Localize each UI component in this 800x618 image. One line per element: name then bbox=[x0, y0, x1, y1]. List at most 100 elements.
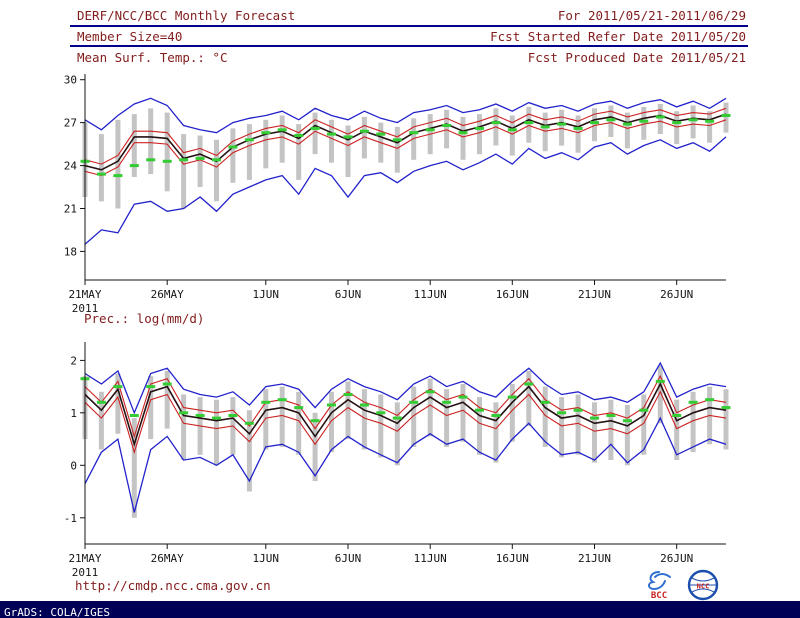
ncc-logo-meridians bbox=[689, 571, 717, 599]
ensemble-spread-bar bbox=[542, 386, 548, 447]
ensemble-spread-bar bbox=[115, 373, 121, 434]
ensemble-spread-bar bbox=[427, 378, 433, 437]
upper-quartile-line bbox=[84, 107, 727, 165]
ensemble-spread-bar bbox=[131, 418, 137, 518]
header-divider-2 bbox=[70, 45, 748, 47]
ensemble-spread-bar bbox=[279, 115, 285, 163]
ensemble-spread-bar bbox=[707, 111, 713, 143]
ensemble-spread-bar bbox=[624, 112, 630, 149]
refer-date-label: Fcst Started Refer Date 2011/05/20 bbox=[490, 29, 746, 44]
ensemble-min-line bbox=[84, 416, 727, 513]
ensemble-spread-bar bbox=[329, 119, 334, 163]
y-tick-label: 30 bbox=[64, 74, 77, 87]
x-tick-label: 11JUN bbox=[414, 552, 447, 565]
ensemble-spread-bar bbox=[214, 139, 219, 202]
ensemble-spread-bar bbox=[361, 116, 367, 159]
member-size-label: Member Size=40 bbox=[77, 29, 183, 44]
ensemble-spread-bar bbox=[296, 124, 302, 180]
ensemble-spread-bar bbox=[624, 405, 630, 466]
ensemble-spread-bar bbox=[394, 126, 400, 173]
ensemble-spread-bar bbox=[690, 105, 696, 139]
ensemble-spread-bar bbox=[460, 116, 466, 160]
ensemble-spread-bar bbox=[148, 376, 154, 440]
ensemble-spread-bar bbox=[493, 402, 499, 463]
ensemble-spread-bar bbox=[592, 108, 597, 142]
x-tick-label: 6JUN bbox=[335, 288, 362, 301]
ensemble-spread-bar bbox=[542, 112, 548, 152]
ensemble-spread-bar bbox=[444, 389, 450, 447]
ensemble-spread-bar bbox=[263, 119, 269, 169]
temperature-chart-title: Mean Surf. Temp.: °C bbox=[77, 50, 228, 65]
ensemble-spread-bar bbox=[345, 381, 351, 440]
x-tick-label: 21JUN bbox=[578, 552, 611, 565]
y-tick-label: -1 bbox=[64, 512, 77, 525]
ensemble-spread-bar bbox=[312, 112, 318, 155]
y-tick-label: 0 bbox=[70, 459, 77, 472]
ensemble-spread-bar bbox=[411, 386, 417, 447]
ensemble-spread-bar bbox=[378, 394, 384, 458]
y-tick-label: 18 bbox=[64, 245, 77, 258]
ensemble-spread-bar bbox=[641, 106, 647, 140]
x-tick-label: 1JUN bbox=[253, 288, 279, 301]
lower-quartile-line bbox=[84, 390, 727, 455]
ensemble-max-line bbox=[84, 97, 727, 134]
ensemble-max-line bbox=[84, 361, 727, 415]
ensemble-spread-bar bbox=[214, 399, 219, 466]
ensemble-spread-bar bbox=[723, 389, 729, 450]
ncc-logo-label: NCC bbox=[697, 583, 710, 591]
ensemble-spread-bar bbox=[444, 109, 450, 149]
x-tick-label: 26JUN bbox=[660, 288, 693, 301]
ensemble-spread-bar bbox=[312, 412, 318, 481]
grads-credit-bar: GrADS: COLA/IGES bbox=[0, 601, 800, 618]
x-tick-label: 1JUN bbox=[253, 552, 279, 565]
ensemble-spread-bar bbox=[526, 106, 532, 143]
ensemble-spread-bar bbox=[131, 114, 137, 177]
ensemble-spread-bar bbox=[723, 102, 729, 133]
ensemble-spread-bar bbox=[559, 397, 565, 458]
ensemble-spread-bar bbox=[690, 391, 696, 453]
ensemble-spread-bar bbox=[263, 389, 269, 450]
ensemble-spread-bar bbox=[279, 386, 285, 447]
ensemble-spread-bar bbox=[592, 402, 597, 463]
y-tick-label: 27 bbox=[64, 117, 77, 130]
x-tick-label: 16JUN bbox=[496, 288, 529, 301]
upper-quartile-line bbox=[84, 374, 727, 439]
ensemble-spread-bar bbox=[509, 115, 515, 156]
bcc-logo-label: BCC bbox=[651, 591, 667, 600]
ensemble-spread-bar bbox=[509, 384, 515, 442]
ensemble-spread-bar bbox=[164, 112, 170, 192]
ensemble-spread-bar bbox=[197, 135, 203, 187]
x-tick-sublabel: 2011 bbox=[72, 566, 99, 579]
page-title: DERF/NCC/BCC Monthly Forecast bbox=[77, 8, 296, 23]
x-tick-label: 6JUN bbox=[335, 552, 362, 565]
ensemble-mean-line bbox=[84, 113, 727, 171]
x-tick-sublabel: 2011 bbox=[72, 302, 99, 315]
header-row-2: Member Size=40 Fcst Started Refer Date 2… bbox=[77, 29, 746, 44]
ensemble-spread-bar bbox=[115, 119, 121, 209]
ensemble-spread-bar bbox=[559, 109, 565, 146]
ensemble-spread-bar bbox=[526, 370, 532, 426]
ensemble-spread-bar bbox=[361, 389, 367, 450]
produced-date-label: Fcst Produced Date 2011/05/21 bbox=[527, 50, 746, 65]
ensemble-spread-bar bbox=[181, 134, 187, 209]
y-tick-label: 21 bbox=[64, 203, 77, 216]
ensemble-spread-bar bbox=[345, 125, 351, 177]
ensemble-min-line bbox=[84, 136, 727, 245]
ensemble-spread-bar bbox=[575, 394, 581, 455]
ensemble-spread-bar bbox=[246, 124, 252, 180]
ensemble-spread-bar bbox=[98, 391, 104, 450]
x-tick-label: 26JUN bbox=[660, 552, 693, 565]
grads-credit-text: GrADS: COLA/IGES bbox=[4, 606, 110, 618]
lower-quartile-line bbox=[84, 119, 727, 177]
x-tick-label: 21JUN bbox=[578, 288, 611, 301]
precip-chart-title: Prec.: log(mm/d) bbox=[84, 311, 205, 326]
ensemble-spread-bar bbox=[394, 402, 400, 466]
bcc-logo-swoosh bbox=[654, 573, 671, 578]
x-tick-label: 11JUN bbox=[414, 288, 447, 301]
header-row-1: DERF/NCC/BCC Monthly Forecast For 2011/0… bbox=[77, 8, 746, 23]
ensemble-spread-bar bbox=[641, 394, 647, 455]
header-row-3: Mean Surf. Temp.: °C Fcst Produced Date … bbox=[77, 50, 746, 65]
